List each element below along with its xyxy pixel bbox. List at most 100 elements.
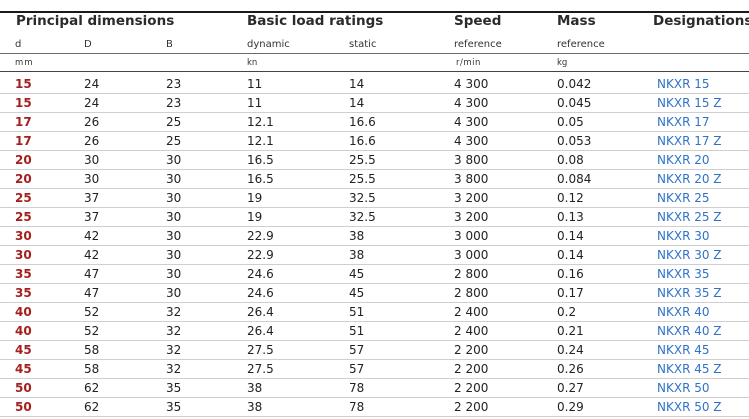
cell-bore-diameter: 25 xyxy=(15,191,32,205)
cell-width: 30 xyxy=(166,172,182,186)
table-row: 35 47 30 24.6 45 2 800 0.17 NKXR 35 Z xyxy=(0,284,749,303)
cell-outer-diameter: 52 xyxy=(84,324,100,338)
cell-outer-diameter: 62 xyxy=(84,400,100,414)
row-divider xyxy=(0,283,749,284)
cell-designation[interactable]: NKXR 45 Z xyxy=(657,362,722,376)
row-divider xyxy=(0,93,749,94)
row-divider xyxy=(0,302,749,303)
cell-outer-diameter: 37 xyxy=(84,210,100,224)
subheader-mass-reference: reference xyxy=(557,39,605,50)
cell-dynamic-load: 16.5 xyxy=(247,153,274,167)
cell-static-load: 57 xyxy=(349,362,365,376)
cell-designation[interactable]: NKXR 40 xyxy=(657,305,710,319)
cell-dynamic-load: 22.9 xyxy=(247,248,274,262)
cell-designation[interactable]: NKXR 17 xyxy=(657,115,710,129)
cell-dynamic-load: 26.4 xyxy=(247,324,274,338)
cell-dynamic-load: 16.5 xyxy=(247,172,274,186)
header-speed: Speed xyxy=(454,13,502,29)
cell-designation[interactable]: NKXR 20 xyxy=(657,153,710,167)
cell-width: 35 xyxy=(166,381,182,395)
cell-width: 30 xyxy=(166,210,182,224)
cell-dynamic-load: 27.5 xyxy=(247,343,274,357)
cell-bore-diameter: 20 xyxy=(15,153,32,167)
cell-designation[interactable]: NKXR 50 xyxy=(657,381,710,395)
subheader-outer-diameter: D xyxy=(84,39,92,50)
cell-designation[interactable]: NKXR 40 Z xyxy=(657,324,722,338)
cell-bore-diameter: 15 xyxy=(15,96,32,110)
table-row: 20 30 30 16.5 25.5 3 800 0.084 NKXR 20 Z xyxy=(0,170,749,189)
unit-rmin: r/min xyxy=(456,58,481,68)
cell-designation[interactable]: NKXR 30 xyxy=(657,229,710,243)
cell-designation[interactable]: NKXR 35 Z xyxy=(657,286,722,300)
cell-mass: 0.21 xyxy=(557,324,584,338)
cell-designation[interactable]: NKXR 30 Z xyxy=(657,248,722,262)
cell-outer-diameter: 24 xyxy=(84,77,100,91)
cell-mass: 0.13 xyxy=(557,210,584,224)
row-divider xyxy=(0,321,749,322)
table-row: 15 24 23 11 14 4 300 0.042 NKXR 15 xyxy=(0,75,749,94)
cell-dynamic-load: 11 xyxy=(247,77,263,91)
row-divider xyxy=(0,150,749,151)
cell-width: 23 xyxy=(166,96,182,110)
cell-outer-diameter: 37 xyxy=(84,191,100,205)
cell-static-load: 45 xyxy=(349,267,365,281)
table-row: 20 30 30 16.5 25.5 3 800 0.08 NKXR 20 xyxy=(0,151,749,170)
subheader-rule xyxy=(0,53,749,54)
cell-width: 32 xyxy=(166,343,182,357)
table-top-rule xyxy=(0,11,749,13)
cell-width: 23 xyxy=(166,77,182,91)
cell-designation[interactable]: NKXR 15 Z xyxy=(657,96,722,110)
table-row: 25 37 30 19 32.5 3 200 0.13 NKXR 25 Z xyxy=(0,208,749,227)
cell-reference-speed: 3 200 xyxy=(454,210,489,224)
cell-static-load: 14 xyxy=(349,96,365,110)
cell-outer-diameter: 42 xyxy=(84,248,100,262)
subheader-d: d xyxy=(15,39,22,50)
cell-dynamic-load: 24.6 xyxy=(247,286,274,300)
cell-designation[interactable]: NKXR 17 Z xyxy=(657,134,722,148)
cell-width: 30 xyxy=(166,191,182,205)
cell-static-load: 45 xyxy=(349,286,365,300)
cell-width: 32 xyxy=(166,362,182,376)
cell-static-load: 14 xyxy=(349,77,365,91)
table-row: 50 62 35 38 78 2 200 0.29 NKXR 50 Z xyxy=(0,398,749,417)
row-divider xyxy=(0,112,749,113)
cell-mass: 0.16 xyxy=(557,267,584,281)
cell-mass: 0.045 xyxy=(557,96,592,110)
header-basic-load-ratings: Basic load ratings xyxy=(247,13,384,29)
cell-designation[interactable]: NKXR 35 xyxy=(657,267,710,281)
cell-width: 25 xyxy=(166,134,182,148)
cell-reference-speed: 2 800 xyxy=(454,267,489,281)
cell-reference-speed: 4 300 xyxy=(454,96,489,110)
cell-static-load: 38 xyxy=(349,248,365,262)
cell-reference-speed: 3 000 xyxy=(454,229,489,243)
cell-designation[interactable]: NKXR 15 xyxy=(657,77,710,91)
cell-bore-diameter: 40 xyxy=(15,305,32,319)
cell-reference-speed: 3 000 xyxy=(454,248,489,262)
cell-designation[interactable]: NKXR 20 Z xyxy=(657,172,722,186)
cell-dynamic-load: 11 xyxy=(247,96,263,110)
cell-width: 25 xyxy=(166,115,182,129)
cell-width: 35 xyxy=(166,400,182,414)
cell-reference-speed: 3 800 xyxy=(454,153,489,167)
cell-static-load: 57 xyxy=(349,343,365,357)
cell-dynamic-load: 38 xyxy=(247,381,263,395)
cell-designation[interactable]: NKXR 50 Z xyxy=(657,400,722,414)
cell-width: 30 xyxy=(166,229,182,243)
row-divider xyxy=(0,169,749,170)
cell-bore-diameter: 17 xyxy=(15,134,32,148)
cell-mass: 0.05 xyxy=(557,115,584,129)
cell-static-load: 38 xyxy=(349,229,365,243)
cell-bore-diameter: 30 xyxy=(15,248,32,262)
cell-mass: 0.27 xyxy=(557,381,584,395)
cell-static-load: 32.5 xyxy=(349,210,376,224)
cell-width: 32 xyxy=(166,324,182,338)
cell-outer-diameter: 24 xyxy=(84,96,100,110)
cell-reference-speed: 2 800 xyxy=(454,286,489,300)
table-row: 50 62 35 38 78 2 200 0.27 NKXR 50 xyxy=(0,379,749,398)
cell-designation[interactable]: NKXR 25 Z xyxy=(657,210,722,224)
cell-designation[interactable]: NKXR 45 xyxy=(657,343,710,357)
subheader-static: static xyxy=(349,39,377,50)
cell-designation[interactable]: NKXR 25 xyxy=(657,191,710,205)
cell-bore-diameter: 17 xyxy=(15,115,32,129)
cell-outer-diameter: 42 xyxy=(84,229,100,243)
